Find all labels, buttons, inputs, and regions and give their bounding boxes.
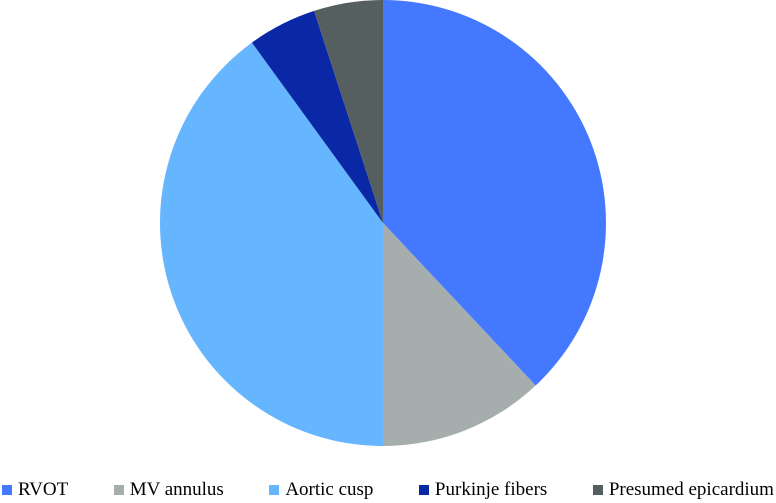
- pie-slice-mv-annulus: [383, 223, 536, 446]
- legend-swatch-mv-annulus: [113, 484, 124, 495]
- legend-label-presumed-epicardium: Presumed epicardium: [608, 479, 774, 500]
- legend-swatch-aortic-cusp: [269, 484, 280, 495]
- pie-slice-purkinje-fibers: [251, 10, 383, 223]
- legend-item-presumed-epicardium: Presumed epicardium: [592, 479, 774, 500]
- legend-swatch-purkinje-fibers: [418, 484, 429, 495]
- legend-label-purkinje-fibers: Purkinje fibers: [434, 479, 548, 500]
- legend-item-aortic-cusp: Aortic cusp: [269, 480, 373, 499]
- legend-label-aortic-cusp: Aortic cusp: [285, 479, 374, 500]
- legend-item-mv-annulus: MV annulus: [113, 479, 224, 500]
- pie-slice-presumed-epicardium: [314, 0, 383, 223]
- pie-slice-rvot: [383, 0, 606, 386]
- legend-label-rvot: RVOT: [18, 479, 69, 500]
- legend-item-purkinje-fibers: Purkinje fibers: [418, 479, 548, 500]
- legend-swatch-presumed-epicardium: [592, 484, 603, 495]
- chart-legend: RVOT MV annulus Aortic cusp Purkinje fib…: [0, 476, 776, 503]
- pie-plot: [159, 0, 606, 447]
- legend-item-rvot: RVOT: [2, 480, 68, 499]
- legend-label-mv-annulus: MV annulus: [129, 479, 224, 500]
- legend-swatch-rvot: [2, 484, 12, 495]
- pie-slice-aortic-cusp: [159, 42, 383, 447]
